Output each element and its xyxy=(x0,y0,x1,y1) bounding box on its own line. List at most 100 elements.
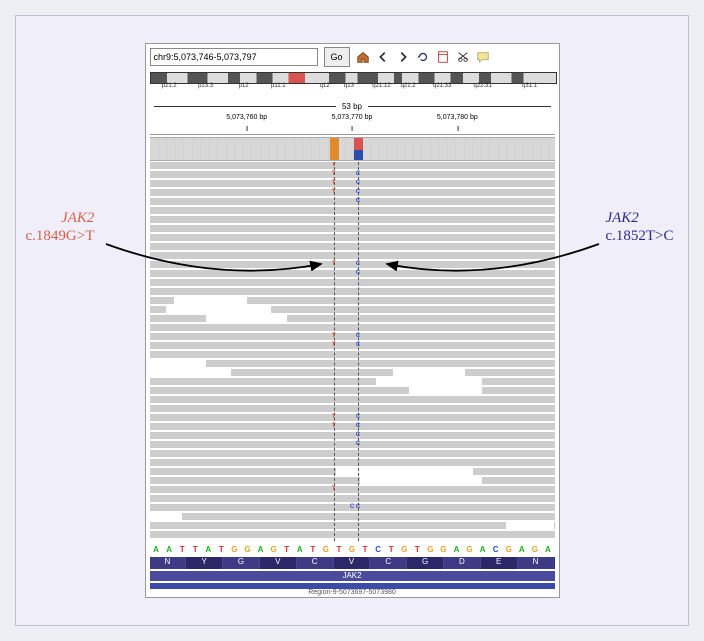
callout-right: JAK2 c.1852T>C xyxy=(605,209,673,245)
mismatch-base: T xyxy=(332,342,336,348)
nucleotide: A xyxy=(202,545,215,557)
read-row xyxy=(150,513,555,520)
gene-label: JAK2 xyxy=(150,571,555,581)
comment-icon[interactable] xyxy=(476,50,490,64)
define-region-icon[interactable] xyxy=(436,50,450,64)
read-row xyxy=(150,441,555,448)
reads-alignment-track[interactable]: TTCTCTCCTCCTCTCTCTCCCTCC xyxy=(150,162,555,541)
read-row xyxy=(150,432,555,439)
read-row xyxy=(150,162,555,169)
band-label: q31.1 xyxy=(522,83,537,89)
arrow-right-icon[interactable] xyxy=(396,50,410,64)
alignment-gap xyxy=(506,522,555,529)
band-label: q22.31 xyxy=(474,83,492,89)
nucleotide: T xyxy=(215,545,228,557)
mismatch-base: C xyxy=(356,441,360,447)
igv-toolbar: chr9:5,073,746-5,073,797 Go xyxy=(148,46,557,68)
mismatch-base: C xyxy=(356,189,360,195)
nucleotide: G xyxy=(319,545,332,557)
mismatch-base: C xyxy=(356,261,360,267)
ruler-tick: 5,073,760 bp xyxy=(226,114,267,121)
refresh-icon[interactable] xyxy=(416,50,430,64)
amino-acid: Y xyxy=(186,557,223,569)
alignment-gap xyxy=(206,315,287,322)
read-row xyxy=(150,414,555,421)
nucleotide: T xyxy=(306,545,319,557)
read-row xyxy=(150,234,555,241)
nucleotide: T xyxy=(280,545,293,557)
alignment-gap xyxy=(150,360,207,367)
band-label: p12 xyxy=(239,83,249,89)
ideogram-band-labels: p21.2p13.3p12p11.1q12q13q21.12q21.2q21.3… xyxy=(150,84,555,92)
alignment-gap xyxy=(376,378,481,385)
read-row xyxy=(150,198,555,205)
mismatch-base: T xyxy=(332,180,336,186)
read-row xyxy=(150,360,555,367)
mismatch-base: T xyxy=(332,486,336,492)
nucleotide: G xyxy=(267,545,280,557)
amino-acid: G xyxy=(223,557,260,569)
read-row xyxy=(150,270,555,277)
read-row xyxy=(150,423,555,430)
amino-acid: N xyxy=(150,557,187,569)
callout-left-mut: c.1849G>T xyxy=(26,228,95,244)
nucleotide: G xyxy=(437,545,450,557)
arrow-left-icon[interactable] xyxy=(376,50,390,64)
nucleotide: G xyxy=(228,545,241,557)
read-row xyxy=(150,387,555,394)
read-row xyxy=(150,189,555,196)
reference-sequence-track: AATTATGGAGTATGTGTCTGTGGAGACGAGA NYGVCVCG… xyxy=(150,545,555,595)
mismatch-base: C xyxy=(356,342,360,348)
read-row xyxy=(150,477,555,484)
mismatch-base: C xyxy=(356,414,360,420)
read-row xyxy=(150,171,555,178)
nucleotide: T xyxy=(176,545,189,557)
mismatch-base: C xyxy=(356,171,360,177)
home-icon[interactable] xyxy=(356,50,370,64)
nucleotide: G xyxy=(424,545,437,557)
band-label: q13 xyxy=(344,83,354,89)
mismatch-base: T xyxy=(332,333,336,339)
scissors-icon[interactable] xyxy=(456,50,470,64)
band-label: p13.3 xyxy=(198,83,213,89)
read-row xyxy=(150,216,555,223)
read-row xyxy=(150,459,555,466)
callout-right-gene: JAK2 xyxy=(605,210,638,226)
band-label: p21.2 xyxy=(162,83,177,89)
nucleotide: G xyxy=(502,545,515,557)
nucleotide: T xyxy=(411,545,424,557)
read-row xyxy=(150,225,555,232)
nucleotide: G xyxy=(398,545,411,557)
amino-acid: G xyxy=(407,557,444,569)
nucleotide: T xyxy=(359,545,372,557)
read-row xyxy=(150,522,555,529)
mismatch-base: T xyxy=(332,261,336,267)
mismatch-base: C xyxy=(356,423,360,429)
read-row xyxy=(150,279,555,286)
mismatch-base: C xyxy=(356,270,360,276)
mismatch-base: T xyxy=(332,414,336,420)
genomic-ruler: 53 bp 5,073,760 bp5,073,770 bp5,073,780 … xyxy=(150,102,555,135)
band-label: q21.33 xyxy=(433,83,451,89)
mismatch-base: C xyxy=(356,432,360,438)
nucleotide: T xyxy=(189,545,202,557)
amino-acid: D xyxy=(444,557,481,569)
read-row xyxy=(150,450,555,457)
mismatch-base: C xyxy=(356,333,360,339)
alignment-gap xyxy=(150,513,182,520)
read-row xyxy=(150,531,555,538)
nucleotide: A xyxy=(450,545,463,557)
mismatch-base: C xyxy=(356,180,360,186)
variant-dash-left xyxy=(334,162,335,541)
chromosome-ideogram[interactable]: p21.2p13.3p12p11.1q12q13q21.12q21.2q21.3… xyxy=(150,72,555,90)
read-row xyxy=(150,333,555,340)
location-input[interactable]: chr9:5,073,746-5,073,797 xyxy=(150,48,318,66)
go-button[interactable]: Go xyxy=(324,47,350,67)
nucleotide: G xyxy=(241,545,254,557)
callout-left: JAK2 c.1849G>T xyxy=(26,209,95,245)
ruler-tick: 5,073,770 bp xyxy=(332,114,373,121)
alignment-gap xyxy=(174,297,247,304)
alignment-gap xyxy=(360,477,482,484)
alignment-gap xyxy=(409,387,482,394)
read-row xyxy=(150,342,555,349)
